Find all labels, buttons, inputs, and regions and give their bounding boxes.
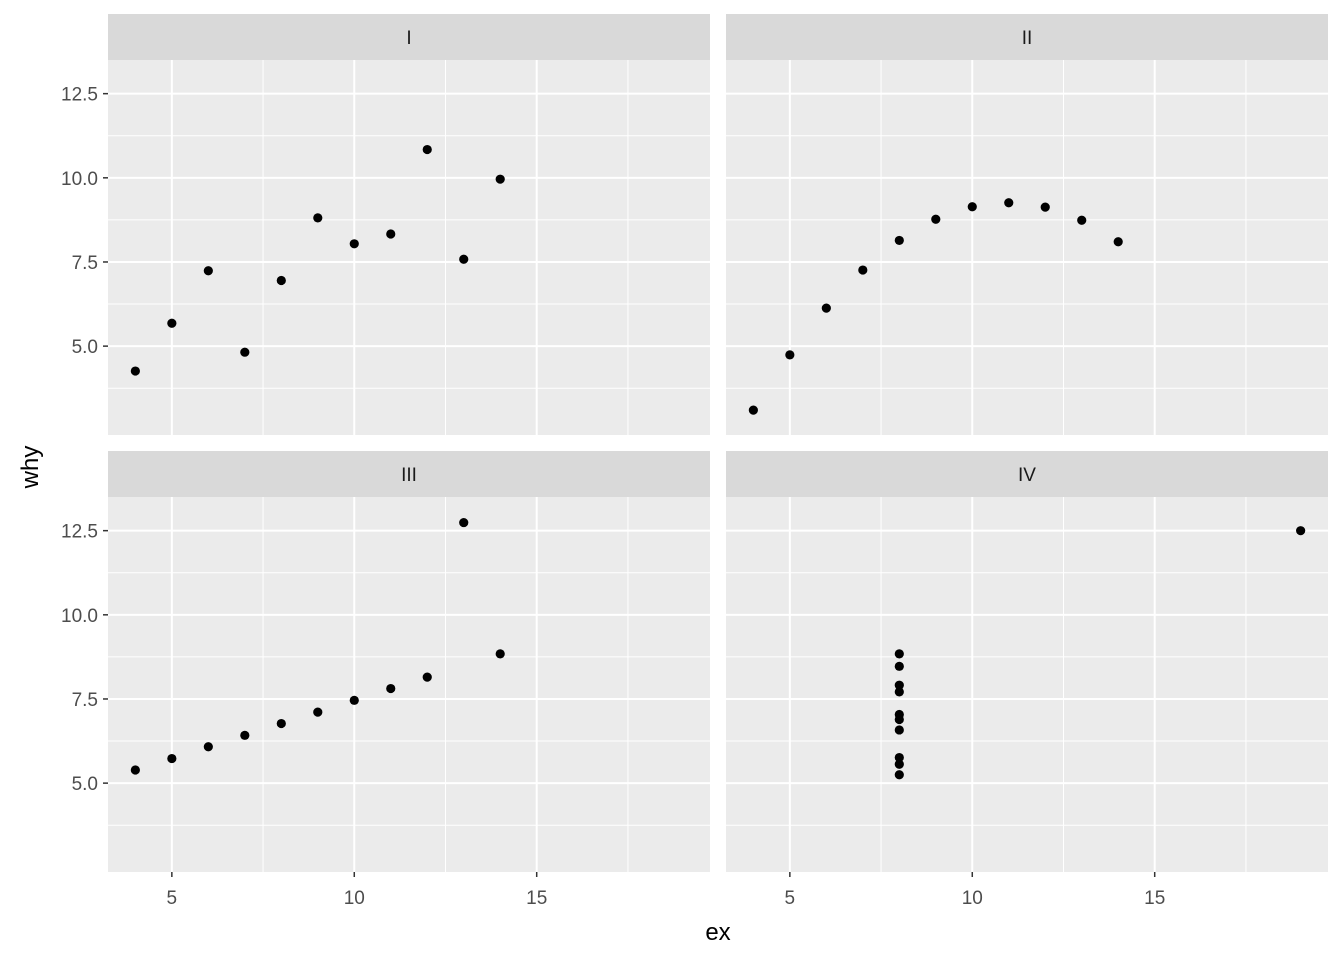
data-point <box>386 683 396 694</box>
data-point <box>894 770 904 780</box>
data-point <box>313 707 323 717</box>
panel-background <box>108 60 710 435</box>
y-axis-title: why <box>17 446 44 490</box>
facet-strip <box>726 451 1328 497</box>
y-tick-label: 10.0 <box>61 169 98 190</box>
facet-strip <box>108 451 710 497</box>
data-point <box>894 687 904 697</box>
panel-background <box>726 60 1328 435</box>
data-point <box>894 759 904 769</box>
data-point <box>821 303 831 313</box>
x-tick-label: 15 <box>1144 888 1165 909</box>
data-point <box>1077 215 1087 225</box>
data-point <box>240 347 250 357</box>
data-point <box>894 235 904 246</box>
data-point <box>894 661 904 671</box>
panel-background <box>726 497 1328 872</box>
data-point <box>495 174 505 184</box>
data-point <box>422 144 432 155</box>
panel-background <box>108 497 710 872</box>
x-tick-label: 5 <box>785 888 796 909</box>
data-point <box>894 649 904 659</box>
data-point <box>459 254 469 264</box>
facet-panel-3: III 5.0 7.5 10.0 12.5 5 10 15 <box>61 451 710 909</box>
data-point <box>967 202 977 212</box>
facet-strip <box>726 14 1328 60</box>
facet-panel-4: IV 5 10 15 <box>726 451 1328 909</box>
facet-strip-label: I <box>406 28 411 49</box>
y-tick-label: 10.0 <box>61 606 98 627</box>
data-point <box>130 366 140 376</box>
data-point <box>495 649 505 659</box>
data-point <box>130 765 140 775</box>
y-tick-label: 12.5 <box>61 85 98 106</box>
facet-strip <box>108 14 710 60</box>
y-tick-label: 7.5 <box>72 253 98 274</box>
data-point <box>422 672 432 682</box>
data-point <box>167 318 177 328</box>
data-point <box>1113 237 1123 247</box>
data-point <box>276 275 286 286</box>
data-point <box>1004 198 1014 208</box>
data-point <box>1296 526 1306 536</box>
data-point <box>459 517 469 528</box>
data-point <box>167 753 177 764</box>
data-point <box>313 213 323 223</box>
data-point <box>894 680 904 690</box>
x-tick-label: 10 <box>344 888 365 909</box>
y-tick-label: 7.5 <box>72 690 98 711</box>
data-point <box>386 229 396 239</box>
data-point <box>203 266 213 276</box>
y-tick-label: 5.0 <box>72 774 98 795</box>
data-point <box>203 742 213 752</box>
facet-strip-label: II <box>1022 28 1033 49</box>
x-tick-label: 15 <box>526 888 547 909</box>
data-point <box>349 695 359 705</box>
data-point <box>894 752 904 763</box>
data-point <box>349 239 359 249</box>
y-tick-label: 12.5 <box>61 522 98 543</box>
data-point <box>748 405 758 415</box>
facet-panel-2: II <box>726 14 1328 435</box>
data-point <box>931 214 941 224</box>
y-tick-label: 5.0 <box>72 337 98 358</box>
data-point <box>894 725 904 735</box>
data-point <box>240 730 250 740</box>
data-point <box>1040 202 1050 212</box>
x-tick-label: 5 <box>167 888 178 909</box>
x-tick-label: 10 <box>962 888 983 909</box>
facet-strip-label: IV <box>1018 465 1036 486</box>
data-point <box>858 265 868 275</box>
data-point <box>785 350 795 360</box>
data-point <box>894 714 904 725</box>
facet-panel-1: I 5.0 7.5 10.0 12.5 <box>61 14 710 435</box>
x-axis-title: ex <box>705 919 730 946</box>
data-point <box>276 718 286 729</box>
facet-strip-label: III <box>401 465 417 486</box>
